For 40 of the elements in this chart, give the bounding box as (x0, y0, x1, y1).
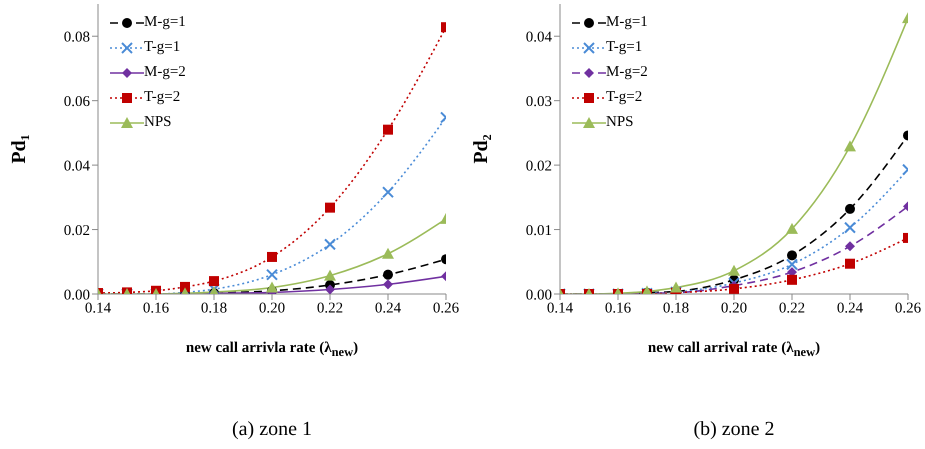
y-tick-label: 0.01 (526, 222, 552, 239)
x-tick-label: 0.26 (432, 300, 460, 317)
legend-label: M-g=1 (144, 14, 186, 31)
x-tick-label: 0.24 (836, 300, 864, 317)
legend-label: T-g=2 (144, 89, 180, 106)
legend-label: T-g=1 (606, 39, 642, 56)
x-tick-label: 0.14 (546, 300, 574, 317)
x-tick-label: 0.20 (720, 300, 748, 317)
x-tick-label: 0.26 (894, 300, 922, 317)
y-tick-label: 0.03 (526, 94, 552, 110)
y-tick-label: 0.00 (526, 287, 552, 304)
x-tick-label: 0.16 (604, 300, 632, 317)
text: (b) zone 2 (692, 418, 776, 441)
x-tick-label: 0.16 (142, 300, 170, 317)
x-tick-label: 0.14 (84, 300, 112, 317)
x-tick-label: 0.20 (258, 300, 286, 317)
x-tick-label: 0.24 (374, 300, 402, 317)
legend-label: T-g=2 (606, 89, 642, 106)
x-axis-title: new call arrival rate (λ$_{new}$) (646, 340, 822, 360)
y-tick-label: 0.06 (64, 94, 90, 110)
legend-label: M-g=1 (606, 14, 648, 31)
legend-label: NPS (144, 114, 172, 131)
x-tick-label: 0.22 (316, 300, 344, 317)
legend-label: T-g=1 (144, 39, 180, 56)
y-tick-label: 0.00 (64, 287, 90, 304)
y-tick-label: 0.02 (64, 222, 90, 239)
x-tick-label: 0.18 (200, 300, 228, 317)
legend-label: NPS (606, 114, 634, 131)
legend-label: M-g=2 (144, 64, 186, 81)
x-axis-title: new call arrivla rate (λ$_{new}$) (184, 340, 360, 360)
legend-label: M-g=2 (606, 64, 648, 81)
y-tick-label: 0.04 (526, 30, 552, 46)
x-tick-label: 0.22 (778, 300, 806, 317)
y-tick-label: 0.08 (64, 30, 90, 46)
y-axis-title: Pd₁ (8, 134, 30, 164)
y-tick-label: 0.02 (526, 158, 552, 174)
x-tick-label: 0.18 (662, 300, 690, 317)
y-axis-title: Pd₂ (470, 134, 492, 164)
y-tick-label: 0.04 (64, 158, 90, 174)
text: (a) zone 1 (231, 418, 313, 441)
